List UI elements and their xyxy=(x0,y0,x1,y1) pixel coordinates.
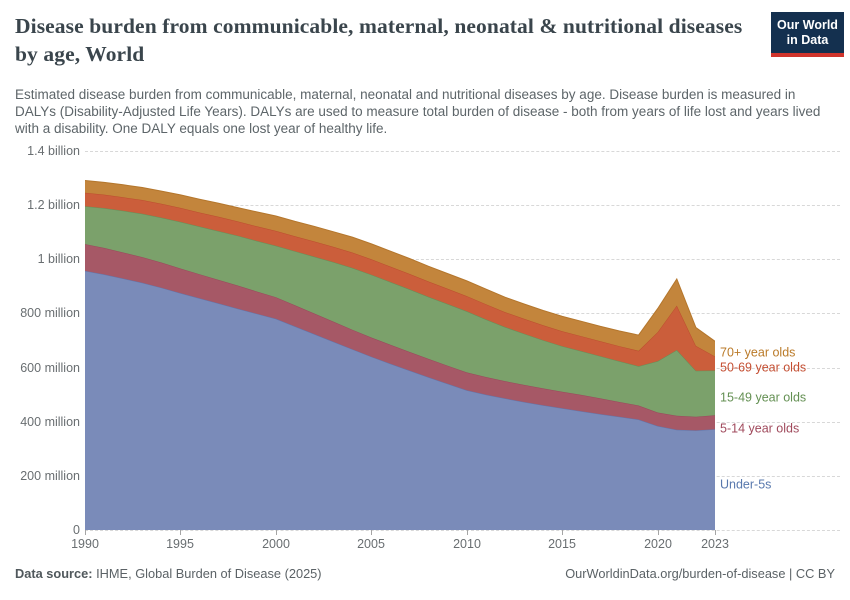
x-axis-label: 2023 xyxy=(701,537,729,551)
gridline-1200m xyxy=(85,205,840,206)
y-axis-label: 1 billion xyxy=(37,252,80,266)
data-source: Data source: IHME, Global Burden of Dise… xyxy=(15,566,322,581)
data-source-value: IHME, Global Burden of Disease (2025) xyxy=(92,566,322,581)
stacked-area-chart xyxy=(85,180,715,530)
y-axis-label: 1.2 billion xyxy=(27,198,80,212)
gridline-1000m xyxy=(85,259,840,260)
x-axis-label: 1990 xyxy=(71,537,99,551)
x-tick-2023 xyxy=(715,530,716,535)
x-axis-label: 2005 xyxy=(357,537,385,551)
legend-label-70plus: 70+ year olds xyxy=(720,345,796,360)
data-source-label: Data source: xyxy=(15,566,93,581)
x-tick-2005 xyxy=(371,530,372,535)
x-tick-2000 xyxy=(276,530,277,535)
owid-logo-stripe xyxy=(771,53,844,57)
x-tick-1995 xyxy=(180,530,181,535)
y-axis-label: 600 million xyxy=(20,361,80,375)
gridline-1400m xyxy=(85,151,840,152)
legend-label-15-49: 15-49 year olds xyxy=(720,390,807,405)
page-title: Disease burden from communicable, matern… xyxy=(15,14,743,66)
chart-subtitle: Estimated disease burden from communicab… xyxy=(15,87,821,136)
y-axis-label: 400 million xyxy=(20,415,80,429)
y-axis-label: 800 million xyxy=(20,306,80,320)
chart-footer: Data source: IHME, Global Burden of Dise… xyxy=(15,566,835,581)
owid-logo: Our World in Data xyxy=(771,12,844,57)
y-axis-label: 1.4 billion xyxy=(27,144,80,158)
x-axis-label: 1995 xyxy=(166,537,194,551)
y-axis-label: 0 xyxy=(73,523,80,537)
x-axis-label: 2010 xyxy=(453,537,481,551)
owid-logo-line2: in Data xyxy=(786,33,829,47)
gridline-0 xyxy=(85,530,840,531)
legend-label-50-69: 50-69 year olds xyxy=(720,360,807,375)
x-tick-2020 xyxy=(658,530,659,535)
owid-logo-line1: Our World xyxy=(777,18,838,32)
x-tick-1990 xyxy=(85,530,86,535)
x-axis-label: 2015 xyxy=(548,537,576,551)
legend-label-5-14: 5-14 year olds xyxy=(720,421,800,436)
owid-license-link[interactable]: OurWorldinData.org/burden-of-disease | C… xyxy=(565,566,835,581)
x-axis-label: 2020 xyxy=(644,537,672,551)
owid-logo-box: Our World in Data xyxy=(771,12,844,53)
x-axis-label: 2000 xyxy=(262,537,290,551)
x-tick-2015 xyxy=(562,530,563,535)
legend-label-under5: Under-5s xyxy=(720,477,772,492)
x-tick-2010 xyxy=(467,530,468,535)
y-axis-label: 200 million xyxy=(20,469,80,483)
